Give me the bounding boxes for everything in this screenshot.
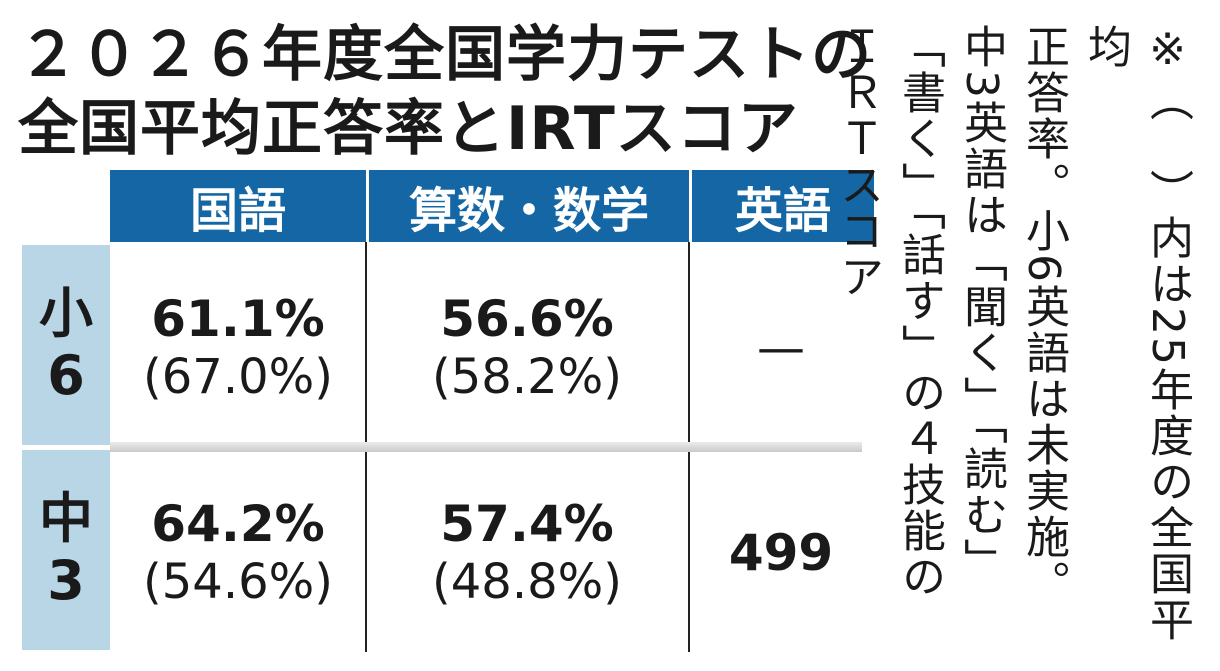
row-label-junior-3: 中 3 (22, 450, 110, 650)
cell-junior-kokugo: 64.2% (54.6%) (112, 460, 364, 645)
title-line-2: 全国平均正答率とIRTスコア (18, 94, 799, 164)
current-rate: 57.4% (440, 494, 614, 553)
column-header-math: 算数・数学 (408, 183, 649, 239)
page-title: ２０２６年度全国学力テストの 全国平均正答率とIRTスコア (18, 18, 888, 166)
not-applicable-dash: — (757, 319, 805, 376)
footnote: ※（ ）内は25年度の全国平均 正答率。小6英語は未実施。 中3英語は「聞く」「… (826, 24, 1198, 664)
row-label-bottom: 3 (47, 549, 85, 612)
footnote-line: ※（ ）内は25年度の全国平均 (1080, 24, 1193, 643)
row-label-elementary-6: 小 6 (22, 245, 110, 445)
cell-junior-math: 57.4% (48.8%) (368, 460, 686, 645)
cell-elementary-math: 56.6% (58.2%) (368, 255, 686, 440)
row-divider (110, 442, 862, 452)
footnote-line: 中3英語は「聞く」「読む」 (956, 24, 1007, 584)
title-line-1: ２０２６年度全国学力テストの (18, 20, 872, 90)
cell-junior-english: 499 (691, 460, 871, 645)
footnote-line: 正答率。小6英語は未実施。 (1018, 24, 1069, 606)
footnote-line: 「書く」「話す」の４技能の (894, 24, 945, 600)
table-header: 国語 算数・数学 英語 (110, 170, 874, 242)
header-divider (689, 170, 692, 242)
current-rate: 61.1% (151, 289, 325, 348)
row-label-top: 中 (39, 487, 93, 550)
previous-rate: (54.6%) (143, 553, 333, 610)
previous-rate: (58.2%) (432, 348, 622, 405)
current-rate: 64.2% (151, 494, 325, 553)
header-divider (366, 170, 369, 242)
previous-rate: (67.0%) (143, 348, 333, 405)
cell-elementary-kokugo: 61.1% (67.0%) (112, 255, 364, 440)
cell-elementary-english: — (691, 255, 871, 440)
row-label-top: 小 (39, 282, 93, 345)
previous-rate: (48.8%) (432, 553, 622, 610)
footnote-line: ＩＲＴスコア (832, 24, 883, 300)
column-header-english: 英語 (734, 183, 831, 239)
current-rate: 56.6% (440, 289, 614, 348)
row-label-bottom: 6 (47, 344, 85, 407)
irt-score: 499 (728, 523, 834, 582)
column-header-kokugo: 国語 (189, 183, 286, 239)
